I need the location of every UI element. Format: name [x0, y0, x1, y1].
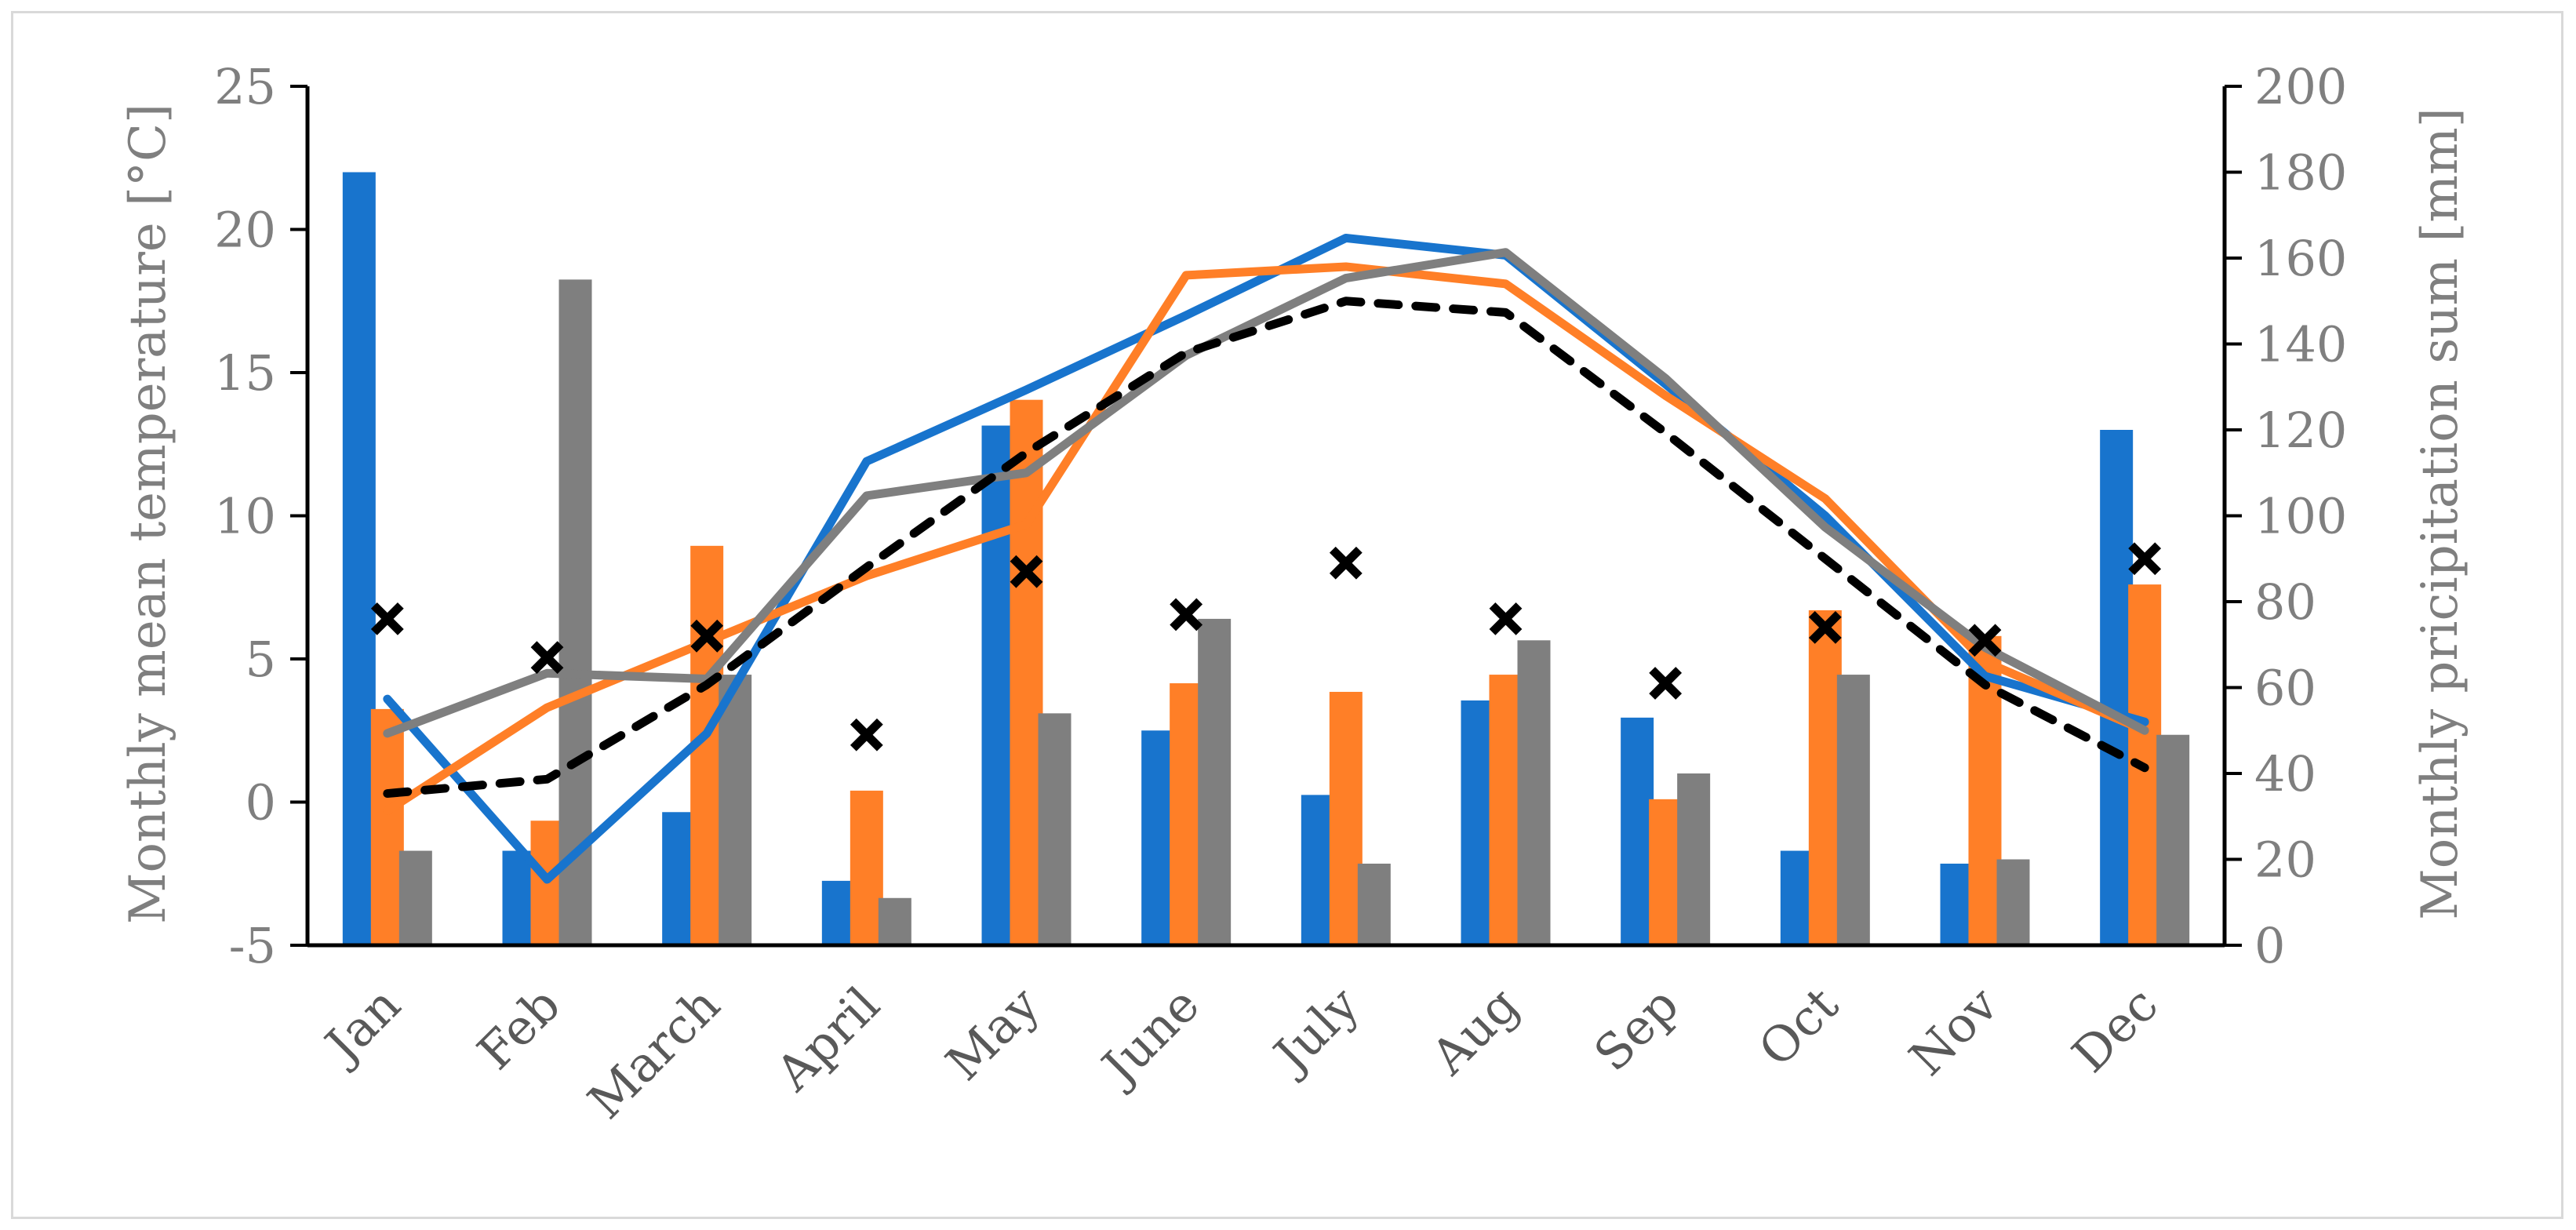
- bar-series2-june: [1170, 683, 1203, 945]
- marker-x-may: [1010, 555, 1043, 588]
- bar-series3-dec: [2156, 734, 2190, 945]
- x-tick-label-nov: Nov: [1898, 976, 2009, 1086]
- bar-series3-july: [1357, 863, 1391, 945]
- bar-series3-nov: [1996, 859, 2030, 945]
- x-tick-label-july: July: [1260, 976, 1370, 1086]
- x-tick-label-feb: Feb: [466, 976, 571, 1081]
- marker-x-july: [1329, 546, 1363, 580]
- left-tick-label: 20: [214, 202, 276, 259]
- bar-series2-aug: [1489, 675, 1523, 945]
- left-tick-label: 10: [214, 488, 276, 545]
- right-tick-label: 60: [2254, 660, 2316, 717]
- right-axis-title: Monthly pricipitation sum [mm]: [2411, 107, 2469, 920]
- bar-series1-march: [662, 812, 696, 945]
- right-tick-label: 40: [2254, 745, 2316, 802]
- x-tick-label-may: May: [935, 976, 1050, 1091]
- bar-series1-aug: [1461, 700, 1494, 945]
- left-tick-label: 5: [246, 631, 276, 688]
- marker-x-jan: [370, 602, 404, 635]
- x-tick-label-oct: Oct: [1748, 976, 1850, 1078]
- bar-series2-may: [1010, 399, 1043, 945]
- bar-series3-may: [1038, 713, 1072, 945]
- bar-series2-jan: [370, 708, 404, 945]
- marker-x-oct: [1808, 610, 1842, 644]
- x-tick-label-march: March: [577, 976, 730, 1130]
- marker-x-march: [690, 619, 724, 653]
- right-tick-label: 120: [2254, 402, 2347, 459]
- right-tick-label: 0: [2254, 917, 2285, 974]
- bar-series1-june: [1141, 730, 1175, 945]
- left-tick-label: 15: [214, 344, 276, 402]
- bar-series1-jan: [342, 172, 376, 945]
- bar-series2-july: [1329, 691, 1363, 945]
- x-tick-label-aug: Aug: [1420, 976, 1530, 1086]
- bar-series3-jan: [398, 850, 432, 945]
- bar-series1-oct: [1780, 850, 1814, 945]
- right-tick-label: 80: [2254, 573, 2316, 631]
- lines-layer: [383, 233, 2149, 884]
- marker-x-june: [1170, 598, 1203, 631]
- right-tick-label: 20: [2254, 832, 2316, 889]
- bar-series3-march: [719, 675, 752, 945]
- bar-series1-april: [821, 880, 855, 945]
- marker-x-april: [850, 718, 883, 751]
- right-tick-label: 140: [2254, 316, 2347, 373]
- bar-series1-dec: [2100, 430, 2134, 945]
- marker-x-feb: [530, 641, 564, 675]
- marker-x-aug: [1489, 602, 1523, 635]
- left-tick-label: -5: [229, 917, 276, 974]
- bar-series1-may: [981, 425, 1015, 945]
- bars-layer: [342, 172, 2190, 945]
- bar-series2-april: [850, 790, 883, 945]
- bar-series3-sep: [1677, 773, 1711, 945]
- x-tick-label-jan: Jan: [311, 976, 412, 1076]
- line-series3: [383, 248, 2149, 738]
- bar-series1-feb: [502, 850, 536, 945]
- bar-series3-june: [1198, 618, 1232, 945]
- bar-series3-oct: [1836, 675, 1870, 945]
- bar-series3-feb: [558, 279, 592, 945]
- x-tick-label-sep: Sep: [1583, 976, 1690, 1083]
- x-tick-label-june: June: [1088, 976, 1210, 1098]
- x-tick-label-dec: Dec: [2061, 976, 2169, 1083]
- bar-series1-july: [1301, 795, 1334, 945]
- line-mean-dashed: [383, 297, 2149, 799]
- left-tick-label: 25: [214, 58, 276, 115]
- bar-series3-aug: [1517, 640, 1551, 945]
- left-tick-label: 0: [246, 774, 276, 832]
- left-axis-title: Monthly mean temperature [°C]: [119, 104, 177, 924]
- markers-layer: [370, 542, 2162, 751]
- right-tick-label: 200: [2254, 58, 2347, 115]
- right-tick-label: 100: [2254, 488, 2347, 545]
- x-tick-label-april: April: [764, 976, 890, 1102]
- right-tick-label: 160: [2254, 230, 2347, 287]
- line-series2: [383, 262, 2149, 815]
- bar-series3-april: [878, 897, 911, 945]
- right-tick-label: 180: [2254, 144, 2347, 202]
- marker-x-sep: [1649, 667, 1683, 700]
- bar-series2-sep: [1649, 799, 1683, 945]
- bar-series1-sep: [1621, 717, 1654, 945]
- axes-layer: -5 0 5 10 15 20 25 0 20 40 60 80 100 120 140 160 180 200 J…: [214, 58, 2347, 1130]
- marker-x-dec: [2128, 542, 2162, 576]
- bar-series1-nov: [1940, 863, 1974, 945]
- marker-x-nov: [1968, 624, 2002, 657]
- bar-series2-oct: [1808, 610, 1842, 945]
